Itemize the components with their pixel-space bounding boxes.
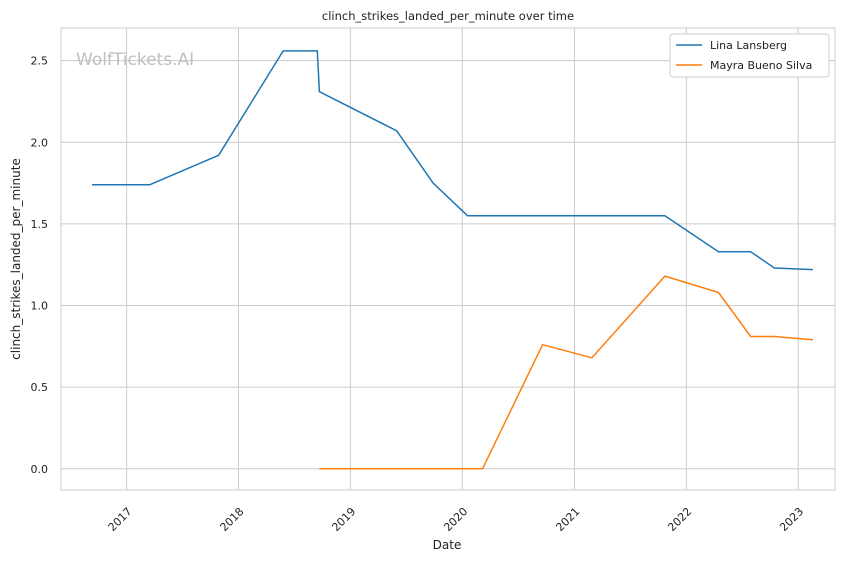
chart-title: clinch_strikes_landed_per_minute over ti… [322,9,574,23]
series-line-mayra-bueno-silva [319,275,813,470]
x-axis-label: Date [433,538,462,552]
x-tick-label-2021: 2021 [553,505,582,534]
y-axis-label: clinch_strikes_landed_per_minute [9,158,23,360]
x-axis-ticks: 2017 2018 2019 2020 2021 2022 2023 [106,505,807,534]
plot-area [60,27,836,491]
x-tick-label-2020: 2020 [441,505,470,534]
y-tick-label-0.5: 0.5 [31,381,49,394]
x-tick-label-2018: 2018 [218,505,247,534]
y-axis-ticks: 0.0 0.5 1.0 1.5 2.0 2.5 [31,55,49,476]
legend-box [669,33,830,78]
legend-label-mayra-bueno-silva: Mayra Bueno Silva [710,59,812,72]
x-tick-label-2023: 2023 [777,505,806,534]
y-tick-label-0.0: 0.0 [31,463,49,476]
watermark: WolfTickets.AI [76,50,194,70]
y-tick-label-1.0: 1.0 [31,300,49,313]
x-tick-label-2022: 2022 [665,505,694,534]
y-tick-label-2.5: 2.5 [31,55,49,68]
legend: Lina Lansberg Mayra Bueno Silva [669,33,830,78]
legend-label-lina-lansberg: Lina Lansberg [710,39,787,52]
y-tick-label-2.0: 2.0 [31,136,49,149]
x-tick-label-2017: 2017 [106,505,135,534]
series-line-lina-lansberg [92,50,813,271]
series-layer [92,50,813,470]
y-tick-label-1.5: 1.5 [31,218,49,231]
x-tick-label-2019: 2019 [329,505,358,534]
